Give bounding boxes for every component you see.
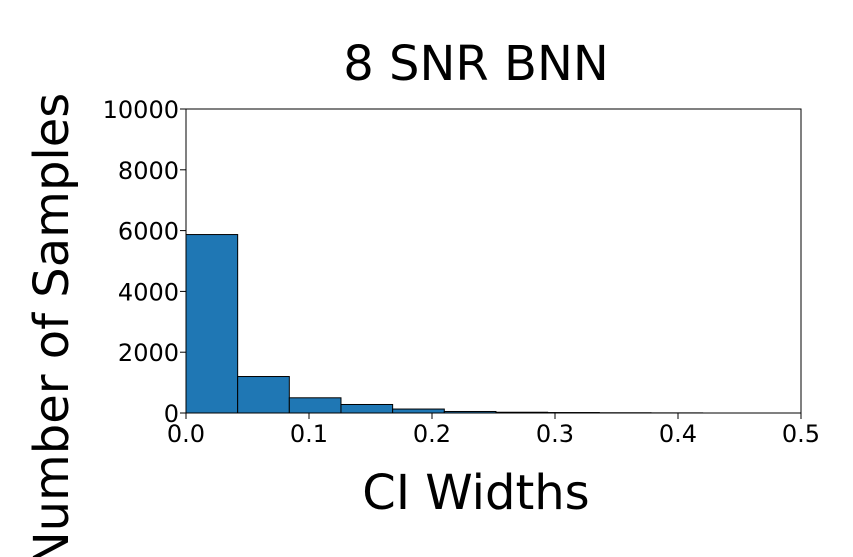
x-tick-label-5: 0.5 <box>782 420 820 448</box>
bars-group <box>185 234 704 414</box>
histogram-bar-1 <box>237 376 290 414</box>
y-tick-label-2: 4000 <box>118 278 179 306</box>
histogram-bar-2 <box>288 397 342 414</box>
ticks-group: 0.0 0.1 0.2 0.3 0.4 0.5 0 2000 4000 6000 8000 10000 <box>103 96 820 448</box>
histogram-bar-3 <box>340 403 394 414</box>
chart-title: 8 SNR BNN <box>343 36 609 92</box>
x-axis-label: CI Widths <box>362 465 589 521</box>
y-tick-label-5: 10000 <box>103 96 179 124</box>
y-tick-label-3: 6000 <box>118 218 179 246</box>
x-tick-label-2: 0.2 <box>413 420 451 448</box>
plot-frame <box>185 108 802 414</box>
histogram-bar-4 <box>392 408 445 414</box>
y-tick-label-0: 0 <box>164 400 179 428</box>
x-tick-label-0: 0.0 <box>167 420 205 448</box>
x-tick-label-4: 0.4 <box>659 420 697 448</box>
y-axis-label: Number of Samples <box>24 93 80 557</box>
x-tick-label-3: 0.3 <box>536 420 574 448</box>
x-tick-label-1: 0.1 <box>290 420 328 448</box>
y-tick-label-4: 8000 <box>118 157 179 185</box>
histogram-bar-0 <box>185 234 239 414</box>
y-tick-label-1: 2000 <box>118 339 179 367</box>
